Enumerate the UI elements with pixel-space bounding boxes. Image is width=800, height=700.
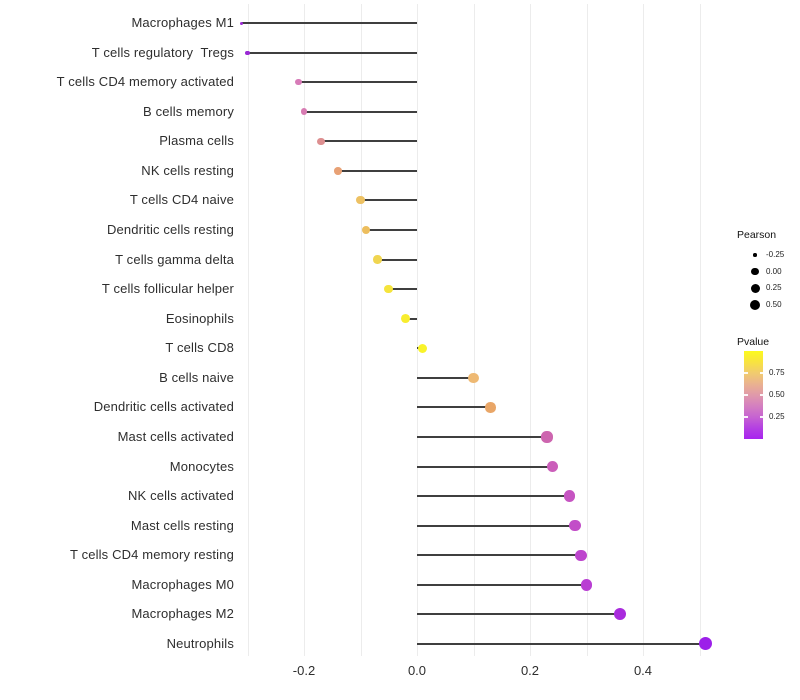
data-point <box>300 108 308 116</box>
lollipop-stick <box>417 406 491 409</box>
gridline <box>699 4 701 656</box>
legend-size-label: 0.25 <box>766 283 782 293</box>
legend-pearson-title: Pearson <box>737 229 777 241</box>
y-axis-label: Mast cells resting <box>130 517 234 533</box>
data-point <box>569 519 581 532</box>
data-point <box>698 637 712 651</box>
legend-size-circle <box>753 253 757 257</box>
x-axis-tick-label: 0.2 <box>520 663 540 678</box>
y-axis-label: Eosinophils <box>165 310 234 326</box>
x-axis-tick-label: -0.2 <box>292 663 316 678</box>
lollipop-stick <box>320 140 417 143</box>
data-point <box>575 549 587 562</box>
colorbar-tick-label: 0.50 <box>769 390 785 399</box>
gridline <box>247 4 249 656</box>
y-axis-label: Macrophages M2 <box>131 606 234 622</box>
lollipop-stick <box>417 554 581 557</box>
lollipop-stick <box>417 495 570 498</box>
data-point <box>468 372 479 383</box>
data-point <box>418 343 428 353</box>
y-axis-label: B cells naive <box>159 369 234 385</box>
gridline <box>360 4 362 656</box>
gridline <box>473 4 475 656</box>
colorbar-tick-label: 0.25 <box>769 412 785 421</box>
gridline <box>304 4 305 656</box>
lollipop-stick <box>388 288 417 291</box>
lollipop-stick <box>304 110 417 113</box>
lollipop-stick <box>360 199 417 202</box>
lollipop-stick <box>417 524 576 527</box>
y-axis-label: T cells follicular helper <box>101 281 234 297</box>
legend-size-label: -0.25 <box>766 250 785 259</box>
data-point <box>563 490 576 502</box>
y-axis-label: Plasma cells <box>159 133 234 149</box>
colorbar-tick <box>744 372 748 374</box>
data-point <box>547 460 559 473</box>
data-point <box>317 137 325 145</box>
y-axis-label: Macrophages M0 <box>131 576 234 592</box>
gridline <box>417 4 418 656</box>
lollipop-stick <box>417 465 553 468</box>
data-point <box>334 167 342 175</box>
lollipop-stick <box>377 258 417 261</box>
data-point <box>240 21 244 25</box>
lollipop-stick <box>337 169 417 172</box>
y-axis-label: T cells gamma delta <box>115 251 234 267</box>
gridline <box>643 4 644 656</box>
lollipop-stick <box>247 51 417 54</box>
legend-size-label: 0.50 <box>766 299 782 309</box>
y-axis-label: T cells CD4 naive <box>129 192 234 208</box>
y-axis-label: T cells CD8 <box>165 340 234 356</box>
legend-size-label: 0.00 <box>766 266 782 276</box>
data-point <box>245 50 250 55</box>
data-point <box>373 255 382 264</box>
x-axis-tick-label: 0.0 <box>407 663 427 678</box>
y-axis-label: Dendritic cells resting <box>107 221 234 237</box>
y-axis-label: B cells memory <box>143 103 234 119</box>
data-point <box>541 431 553 443</box>
legend-size-circle <box>751 267 759 276</box>
lollipop-stick <box>241 22 417 24</box>
lollipop-stick <box>417 376 474 379</box>
pvalue-colorbar <box>744 351 763 439</box>
lollipop-stick <box>417 583 587 586</box>
lollipop-stick <box>298 81 417 84</box>
data-point <box>580 579 593 591</box>
y-axis-label: Macrophages M1 <box>131 15 234 30</box>
legend-size-circle <box>750 283 760 293</box>
y-axis-label: Mast cells activated <box>117 428 234 444</box>
y-axis-label: T cells regulatory Tregs <box>91 44 234 60</box>
legend-size-circle <box>749 299 761 311</box>
colorbar-tick <box>759 372 763 374</box>
data-point <box>295 78 302 86</box>
data-point <box>356 196 365 205</box>
gridline <box>530 4 531 656</box>
y-axis-label: T cells CD4 memory activated <box>56 74 234 90</box>
y-axis-label: T cells CD4 memory resting <box>69 547 234 563</box>
data-point <box>614 608 627 621</box>
data-point <box>485 402 496 413</box>
legend-pvalue-title: Pvalue <box>737 336 770 348</box>
colorbar-tick <box>744 416 748 418</box>
y-axis-label: NK cells activated <box>127 488 234 504</box>
lollipop-stick <box>417 642 706 645</box>
data-point <box>384 284 394 294</box>
gridline <box>586 4 588 656</box>
y-axis-label: Neutrophils <box>166 635 234 651</box>
colorbar-tick <box>759 416 763 418</box>
colorbar-tick-label: 0.75 <box>769 368 785 377</box>
colorbar-tick <box>744 394 748 396</box>
lollipop-stick <box>366 228 417 231</box>
lollipop-stick <box>417 435 547 438</box>
colorbar-tick <box>759 394 763 396</box>
x-axis-tick-label: 0.4 <box>633 663 653 678</box>
lollipop-stick <box>417 613 621 616</box>
y-axis-label: Monocytes <box>169 458 234 474</box>
y-axis-label: Dendritic cells activated <box>93 399 234 415</box>
data-point <box>401 314 411 324</box>
data-point <box>362 225 371 235</box>
lollipop-stick <box>405 317 417 320</box>
y-axis-label: NK cells resting <box>141 162 234 178</box>
